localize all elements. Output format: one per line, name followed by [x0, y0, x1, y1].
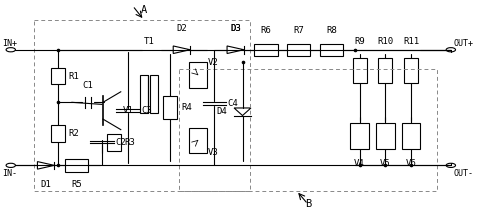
Text: R3: R3	[125, 138, 136, 147]
Bar	[402, 123, 421, 148]
Text: T1: T1	[143, 37, 154, 46]
Bar	[376, 123, 395, 148]
Bar	[140, 75, 148, 113]
Text: R4: R4	[181, 103, 192, 112]
Polygon shape	[37, 162, 54, 169]
Text: R1: R1	[68, 72, 79, 81]
Text: R5: R5	[71, 180, 82, 189]
Text: R7: R7	[293, 26, 304, 35]
Bar	[287, 44, 310, 56]
Text: V4: V4	[354, 159, 365, 168]
Text: B: B	[305, 199, 311, 209]
Text: R6: R6	[261, 26, 272, 35]
Text: R9: R9	[354, 37, 365, 46]
Text: V3: V3	[207, 148, 218, 157]
Bar	[404, 58, 418, 83]
Text: OUT+: OUT+	[453, 39, 473, 48]
Text: R11: R11	[403, 37, 419, 46]
Text: R10: R10	[377, 37, 393, 46]
Text: V5: V5	[380, 159, 391, 168]
Text: D2: D2	[176, 24, 187, 33]
Polygon shape	[173, 46, 190, 53]
Text: OUT-: OUT-	[453, 169, 473, 178]
Bar	[353, 58, 367, 83]
Text: D3: D3	[230, 24, 241, 33]
Bar	[254, 44, 278, 56]
Text: V1: V1	[123, 106, 134, 115]
Text: A: A	[141, 5, 147, 15]
Bar	[350, 123, 369, 148]
Text: IN+: IN+	[2, 39, 17, 48]
Bar	[189, 128, 207, 153]
Text: D1: D1	[41, 180, 51, 189]
Bar	[51, 68, 65, 84]
Text: V6: V6	[406, 159, 416, 168]
Bar	[150, 75, 158, 113]
Bar	[65, 159, 88, 172]
Text: R8: R8	[326, 26, 337, 35]
Bar	[51, 125, 65, 142]
Text: V2: V2	[207, 58, 218, 67]
Text: C1: C1	[83, 81, 93, 90]
Text: C3: C3	[141, 106, 152, 115]
Text: C4: C4	[228, 99, 239, 108]
Text: C2: C2	[115, 138, 126, 147]
Polygon shape	[227, 46, 244, 53]
Bar	[163, 96, 177, 119]
Text: D3: D3	[230, 24, 241, 33]
Text: IN-: IN-	[2, 169, 17, 178]
Text: R2: R2	[68, 129, 79, 138]
Bar	[189, 62, 207, 88]
Polygon shape	[234, 108, 251, 115]
Text: D4: D4	[216, 107, 227, 116]
Bar	[107, 134, 121, 151]
Bar	[320, 44, 343, 56]
Bar	[378, 58, 392, 83]
